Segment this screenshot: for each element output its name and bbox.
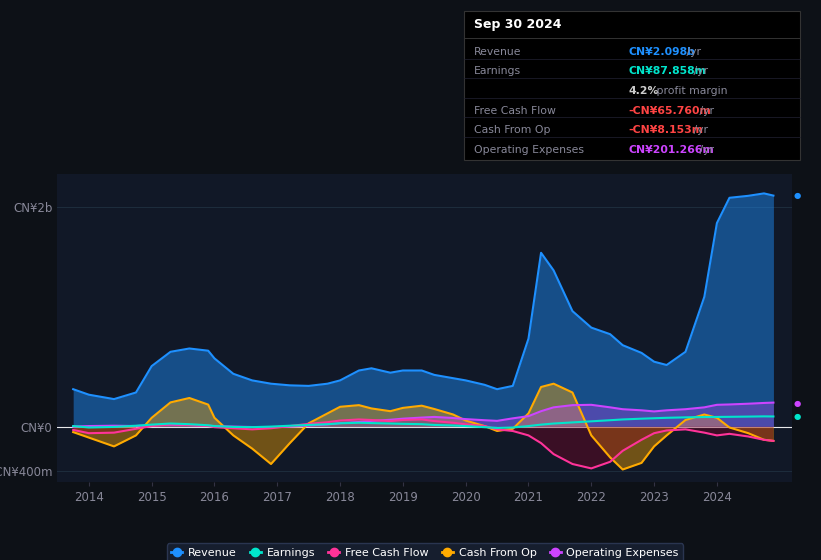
Text: /yr: /yr xyxy=(690,125,708,135)
Text: Revenue: Revenue xyxy=(474,46,521,57)
Text: ●: ● xyxy=(794,192,801,200)
Text: Earnings: Earnings xyxy=(474,66,521,76)
Text: /yr: /yr xyxy=(695,105,713,115)
Text: /yr: /yr xyxy=(690,66,708,76)
Text: profit margin: profit margin xyxy=(653,86,727,96)
Text: Operating Expenses: Operating Expenses xyxy=(474,144,584,155)
Text: CN¥2.098b: CN¥2.098b xyxy=(628,46,695,57)
Text: Cash From Op: Cash From Op xyxy=(474,125,550,135)
Text: Free Cash Flow: Free Cash Flow xyxy=(474,105,556,115)
Legend: Revenue, Earnings, Free Cash Flow, Cash From Op, Operating Expenses: Revenue, Earnings, Free Cash Flow, Cash … xyxy=(167,543,683,560)
Text: Sep 30 2024: Sep 30 2024 xyxy=(474,18,562,31)
Text: /yr: /yr xyxy=(683,46,701,57)
Text: ●: ● xyxy=(794,412,801,421)
Text: CN¥201.266m: CN¥201.266m xyxy=(628,144,713,155)
Text: 4.2%: 4.2% xyxy=(628,86,658,96)
Text: -CN¥8.153m: -CN¥8.153m xyxy=(628,125,703,135)
Text: -CN¥65.760m: -CN¥65.760m xyxy=(628,105,711,115)
Text: ●: ● xyxy=(794,399,801,408)
Text: CN¥87.858m: CN¥87.858m xyxy=(628,66,706,76)
Text: /yr: /yr xyxy=(695,144,713,155)
